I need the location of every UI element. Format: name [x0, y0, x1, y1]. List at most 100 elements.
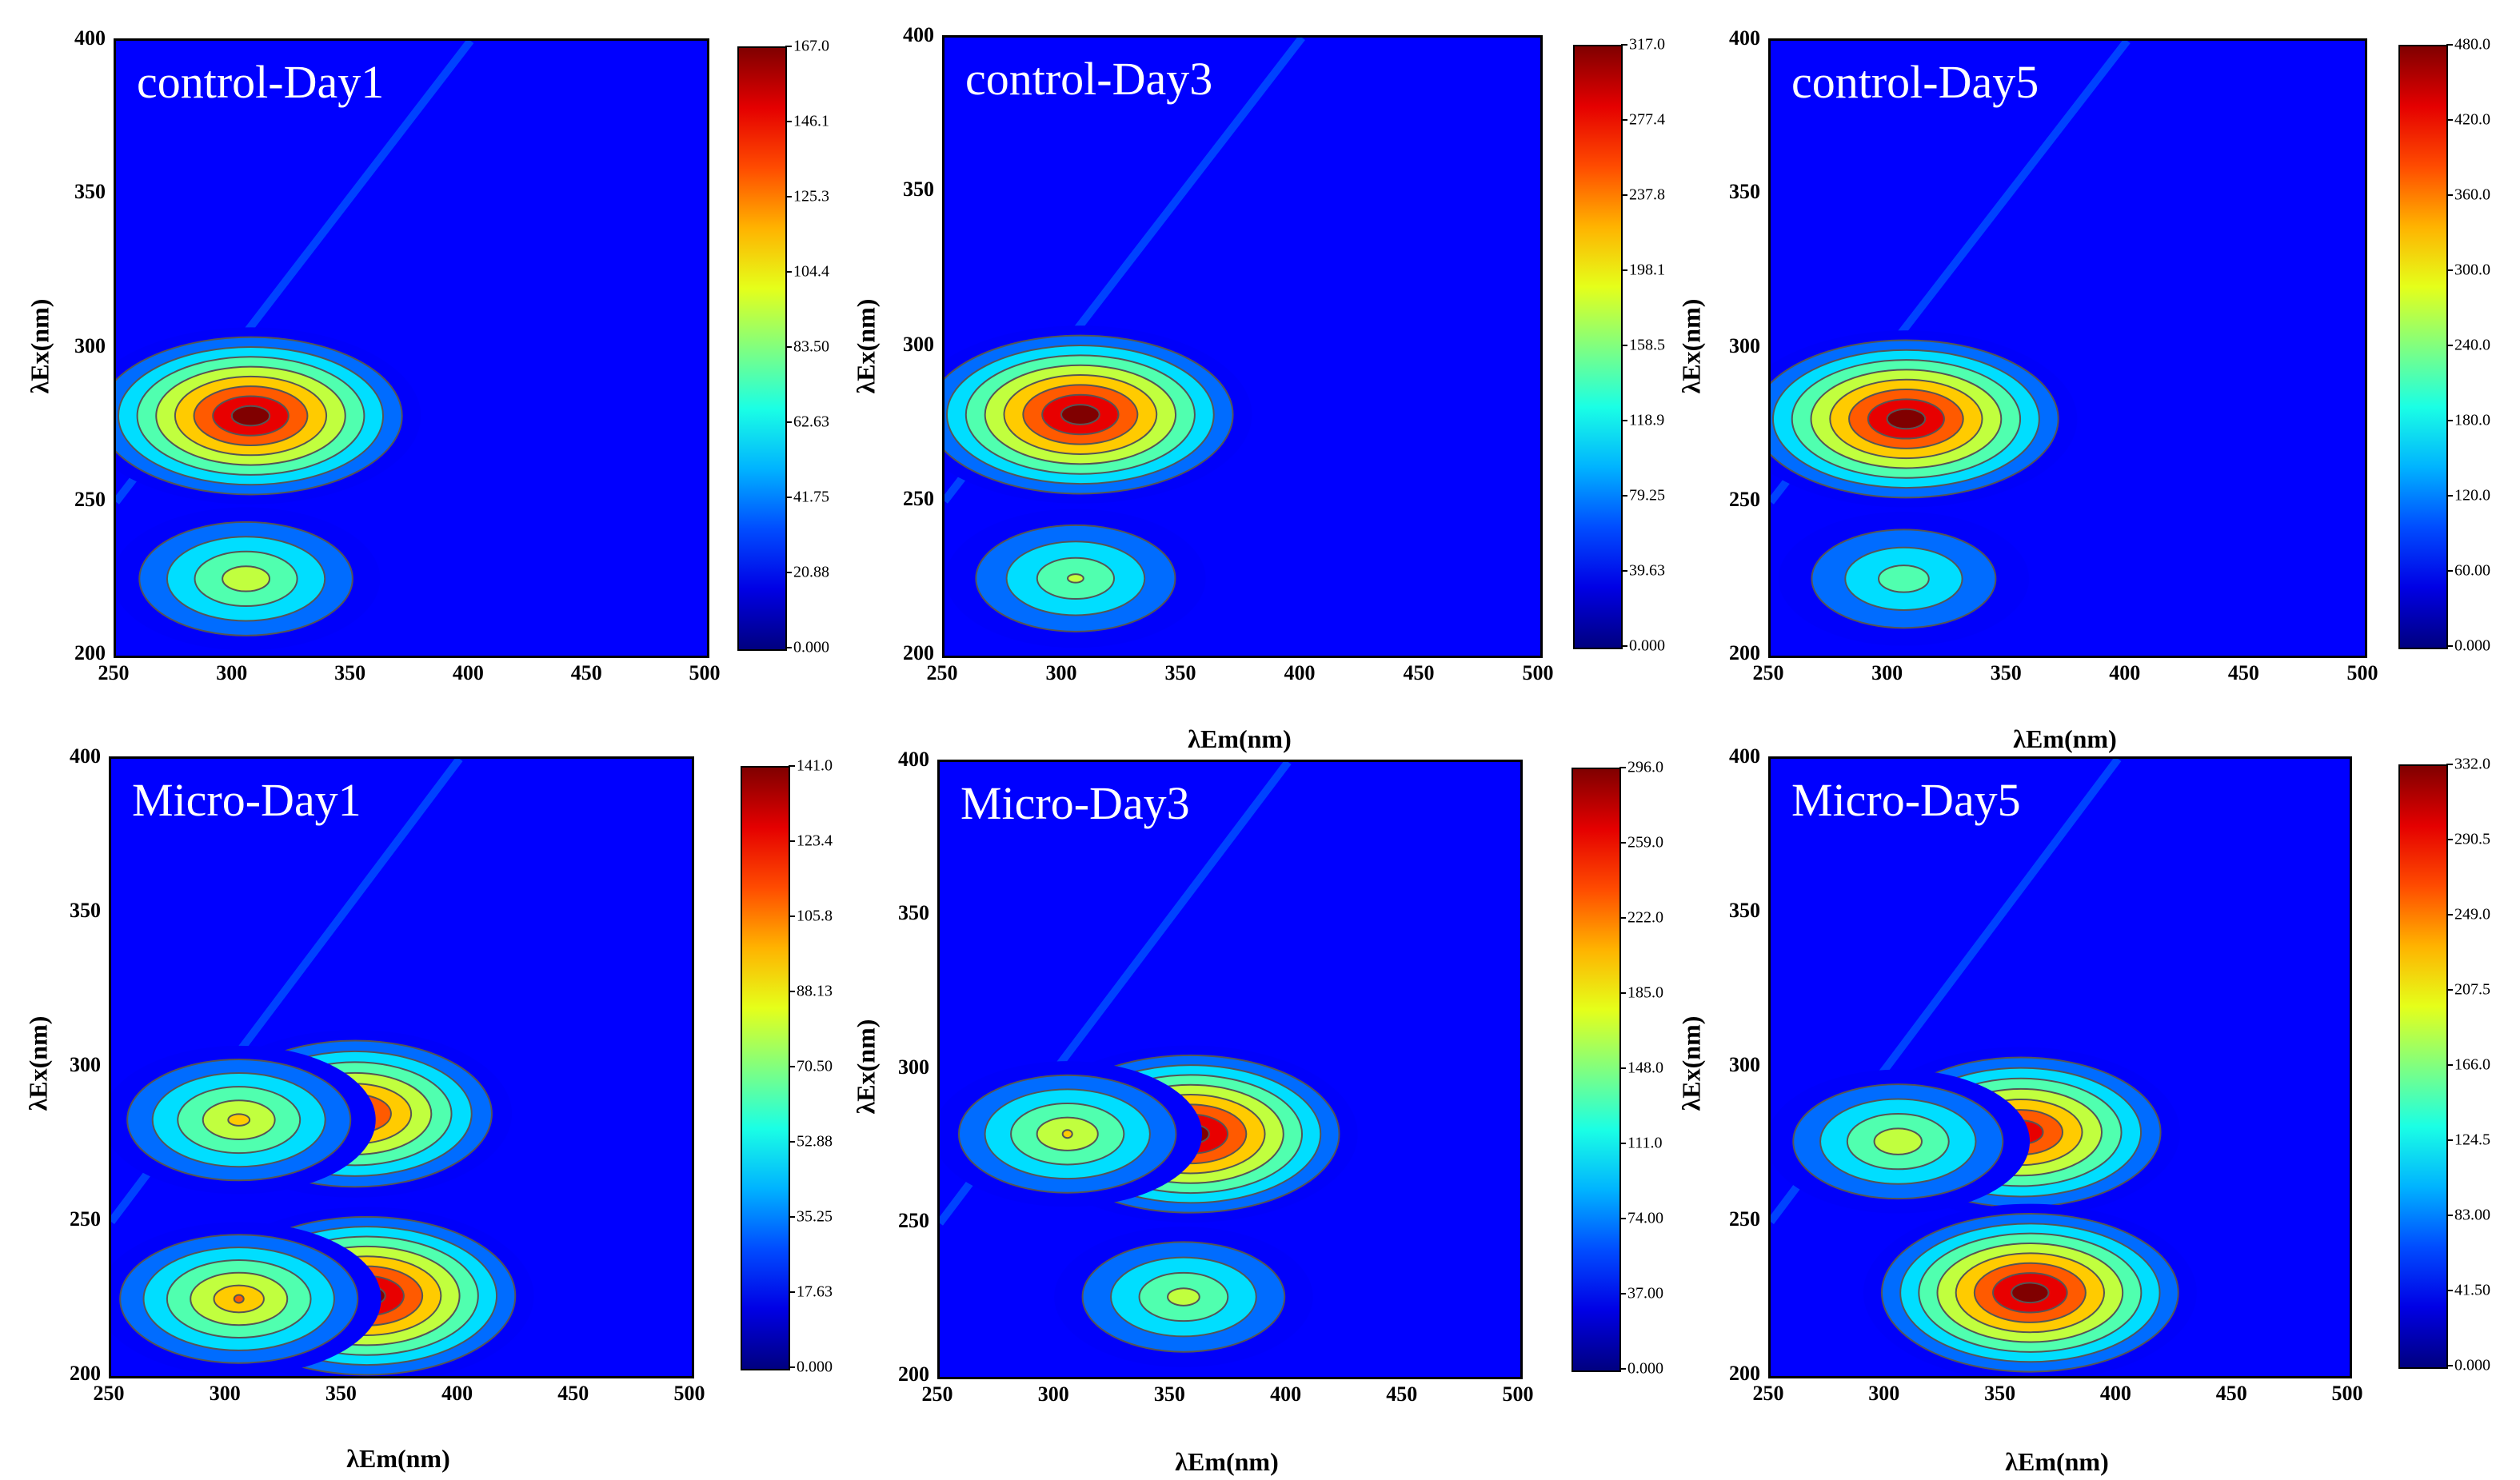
- colorbar-tick-mark: [1619, 1067, 1626, 1069]
- colorbar-tick-mark: [789, 1291, 795, 1293]
- y-tick-label: 400: [1729, 26, 1760, 50]
- x-tick-label: 500: [673, 1382, 705, 1405]
- eem-plot-area: Micro-Day3: [937, 760, 1523, 1379]
- contour-level: [233, 1294, 245, 1304]
- y-tick-label: 250: [903, 486, 934, 510]
- colorbar-tick-label: 62.63: [793, 413, 829, 431]
- y-tick-label: 350: [1729, 180, 1760, 204]
- colorbar-tick-mark: [789, 916, 795, 917]
- colorbar-tick-mark: [2446, 44, 2453, 46]
- x-tick-label: 450: [557, 1382, 589, 1405]
- x-tick-label: 500: [689, 661, 721, 684]
- colorbar-tick-label: 118.9: [1629, 411, 1665, 429]
- colorbar-tick-label: 0.000: [1627, 1359, 1663, 1378]
- fluorescence-peak: [116, 327, 421, 505]
- colorbar-tick-mark: [789, 1066, 795, 1067]
- colorbar-tick-label: 141.0: [797, 756, 833, 775]
- y-tick-label: 250: [74, 487, 106, 511]
- eem-contour-svg: [116, 41, 474, 651]
- colorbar-tick-label: 480.0: [2454, 35, 2490, 54]
- x-tick-label: 250: [921, 1382, 953, 1406]
- y-axis-label: λEx(nm): [25, 298, 54, 394]
- colorbar: [741, 766, 790, 1370]
- colorbar-tick-mark: [1621, 420, 1627, 421]
- x-tick-label: 300: [216, 661, 248, 684]
- colorbar-tick-label: 198.1: [1629, 261, 1665, 279]
- colorbar-tick-label: 39.63: [1629, 561, 1665, 580]
- colorbar-tick-mark: [789, 1141, 795, 1143]
- y-tick-label: 400: [898, 748, 929, 771]
- colorbar-tick-label: 158.5: [1629, 336, 1665, 354]
- eem-plot-area: Micro-Day5: [1768, 756, 2352, 1378]
- colorbar-tick-mark: [1621, 645, 1627, 647]
- x-tick-label: 300: [209, 1382, 241, 1405]
- contour-level: [2011, 1282, 2050, 1304]
- colorbar-tick-label: 125.3: [793, 187, 829, 205]
- colorbar-tick-label: 79.25: [1629, 486, 1665, 505]
- contour-level: [227, 1113, 251, 1127]
- x-axis-label: λEm(nm): [2005, 1447, 2109, 1476]
- contour-level: [1061, 1129, 1073, 1139]
- y-tick-label: 200: [1729, 641, 1760, 664]
- colorbar-tick-label: 0.000: [797, 1358, 833, 1376]
- eem-contour-svg: [945, 38, 1305, 648]
- colorbar-tick-label: 83.50: [793, 337, 829, 356]
- colorbar-tick-mark: [1621, 194, 1627, 196]
- colorbar-tick-mark: [2446, 269, 2453, 271]
- colorbar-tick-mark: [2446, 989, 2453, 991]
- colorbar-tick-mark: [785, 647, 792, 648]
- x-tick-label: 400: [2099, 1382, 2131, 1405]
- colorbar-tick-mark: [1621, 119, 1627, 121]
- y-tick-label: 300: [70, 1053, 101, 1076]
- colorbar-tick-mark: [789, 765, 795, 767]
- colorbar-tick-mark: [2446, 119, 2453, 121]
- y-tick-label: 400: [1729, 744, 1760, 768]
- x-tick-label: 350: [1990, 661, 2022, 684]
- colorbar-tick-mark: [1619, 842, 1626, 844]
- colorbar: [737, 46, 787, 651]
- y-tick-label: 250: [1729, 487, 1760, 511]
- colorbar-tick-mark: [1619, 917, 1626, 919]
- eem-plot-area: control-Day5: [1768, 38, 2367, 658]
- colorbar-tick-label: 105.8: [797, 907, 833, 925]
- contour-level: [1167, 1287, 1200, 1306]
- y-tick-label: 400: [74, 26, 106, 50]
- eem-plot-area: Micro-Day1: [109, 756, 694, 1378]
- x-tick-label: 500: [2331, 1382, 2363, 1405]
- x-tick-label: 300: [1045, 661, 1077, 684]
- x-tick-label: 400: [1284, 661, 1316, 684]
- colorbar-tick-label: 259.0: [1627, 833, 1663, 852]
- colorbar-tick-mark: [785, 271, 792, 273]
- colorbar-tick-mark: [2446, 194, 2453, 196]
- x-tick-label: 350: [1164, 661, 1196, 684]
- y-axis-label: λEx(nm): [851, 1019, 881, 1115]
- y-tick-label: 250: [898, 1208, 929, 1232]
- contour-level: [1067, 573, 1084, 584]
- y-axis-label: λEx(nm): [1676, 1015, 1706, 1111]
- x-tick-label: 250: [1752, 1382, 1784, 1405]
- colorbar-tick-label: 111.0: [1627, 1134, 1663, 1152]
- colorbar-tick-label: 148.0: [1627, 1059, 1663, 1077]
- y-tick-label: 250: [70, 1207, 101, 1231]
- colorbar-tick-mark: [2446, 1215, 2453, 1216]
- colorbar-tick-label: 124.5: [2454, 1131, 2490, 1149]
- fluorescence-peak: [111, 1045, 376, 1195]
- eem-contour-svg: [111, 759, 534, 1376]
- x-tick-label: 450: [2215, 1382, 2247, 1405]
- colorbar-tick-label: 104.4: [793, 262, 829, 281]
- colorbar-tick-label: 0.000: [1629, 636, 1665, 655]
- colorbar-tick-label: 277.4: [1629, 110, 1665, 129]
- colorbar-tick-mark: [1619, 767, 1626, 768]
- fluorescence-peak: [116, 507, 381, 651]
- x-tick-label: 250: [1752, 661, 1784, 684]
- colorbar-tick-label: 240.0: [2454, 336, 2490, 354]
- x-tick-label: 350: [334, 661, 366, 684]
- colorbar-tick-mark: [789, 1216, 795, 1218]
- colorbar-tick-mark: [2446, 1365, 2453, 1366]
- colorbar-tick-mark: [2446, 420, 2453, 421]
- colorbar-tick-label: 300.0: [2454, 261, 2490, 279]
- y-tick-label: 350: [74, 180, 106, 204]
- contour-level: [1060, 404, 1100, 425]
- colorbar-tick-label: 290.5: [2454, 830, 2490, 848]
- colorbar-tick-mark: [785, 572, 792, 573]
